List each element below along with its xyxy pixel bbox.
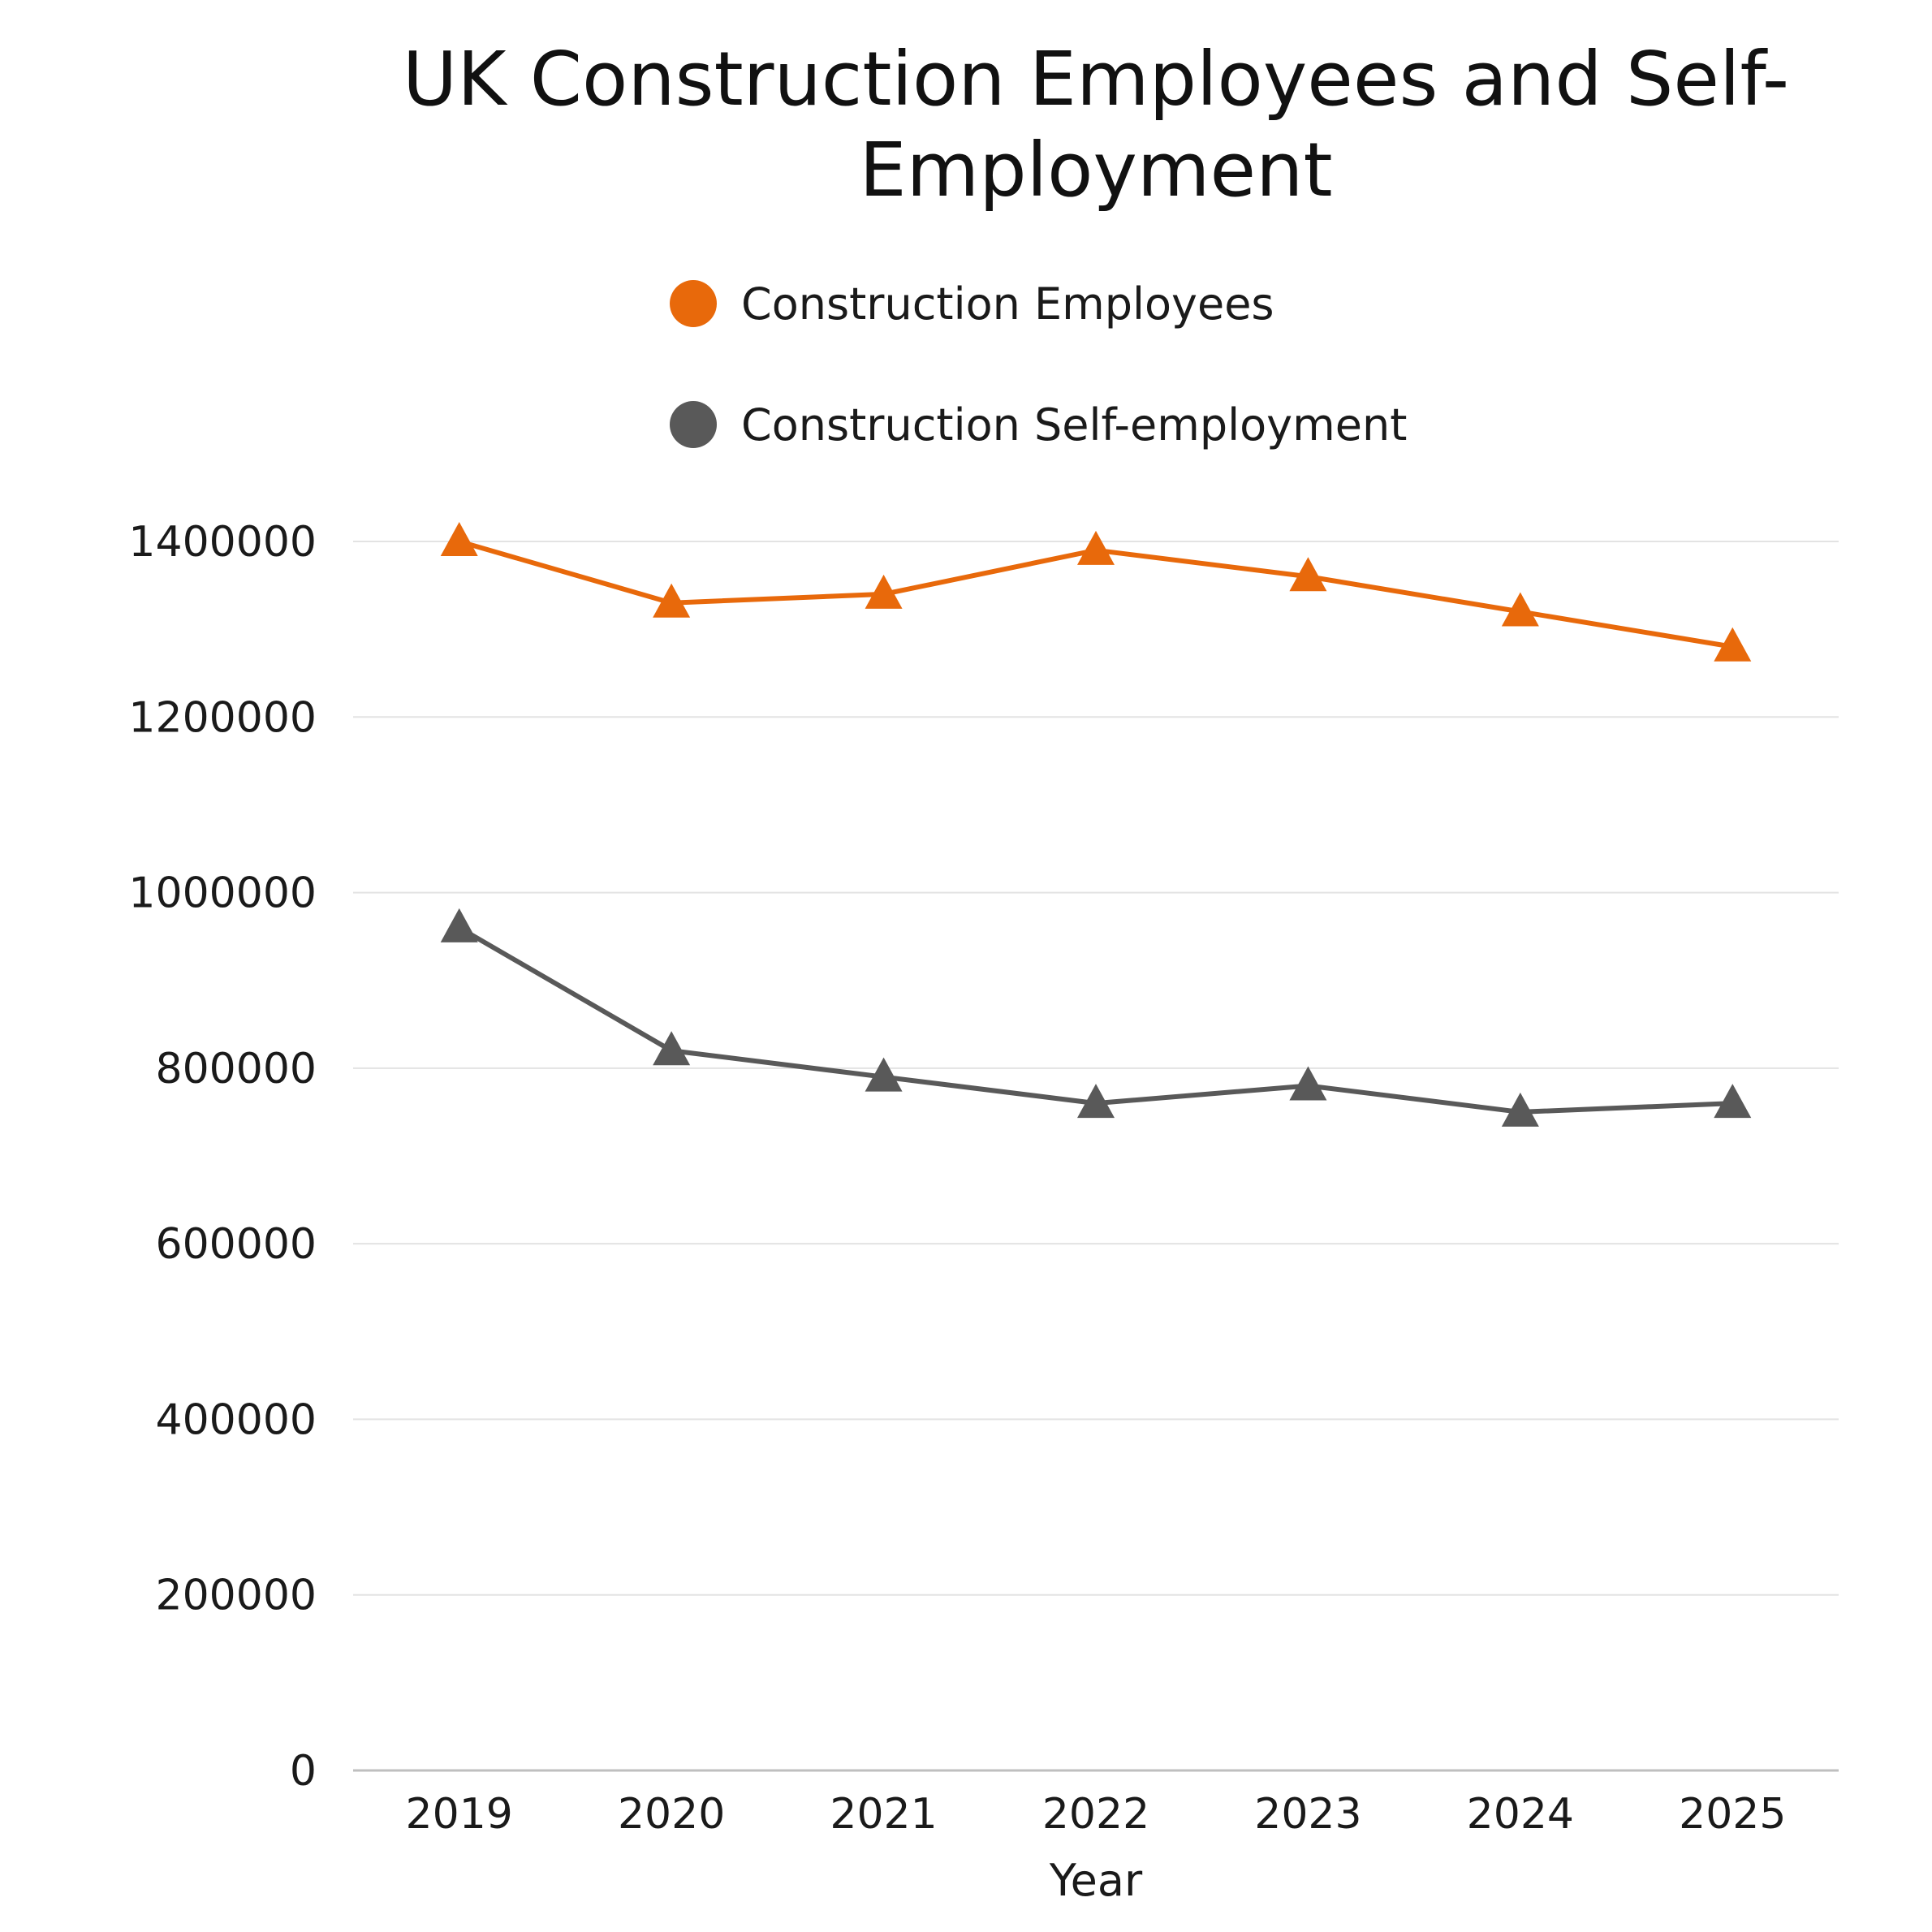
x-axis-tick-labels: 2019 2020 2021 2022 2023 2024 2025 [406,1790,1787,1839]
gridlines [353,541,1839,1772]
data-point-marker[interactable] [1289,1066,1327,1101]
y-tick-label: 600000 [155,1220,317,1269]
y-tick-label: 1000000 [128,869,317,918]
series-employees [440,522,1752,662]
y-tick-label: 1400000 [128,518,317,567]
data-point-marker[interactable] [1289,557,1327,592]
x-tick-label: 2020 [618,1790,725,1839]
data-point-marker[interactable] [1714,1084,1752,1119]
x-tick-label: 2021 [830,1790,937,1839]
data-point-marker[interactable] [1714,627,1752,662]
legend-marker-self-employment [670,401,717,448]
y-axis-tick-labels: 0 200000 400000 600000 800000 1000000 1200000 1… [128,518,317,1796]
y-tick-label: 1200000 [128,693,317,742]
y-tick-label: 200000 [155,1572,317,1620]
series-self-employment [440,908,1752,1127]
legend-label-self-employment: Construction Self-employment [741,399,1408,451]
x-tick-label: 2024 [1467,1790,1574,1839]
x-tick-label: 2023 [1254,1790,1361,1839]
chart-title: UK Construction Employees and Self-Emplo… [402,36,1790,213]
x-tick-label: 2022 [1042,1790,1149,1839]
data-point-marker[interactable] [1077,1084,1115,1119]
data-point-marker[interactable] [440,522,478,556]
x-axis-title: Year [1049,1855,1143,1906]
y-tick-label: 0 [290,1747,317,1796]
legend-item-self-employment[interactable]: Construction Self-employment [670,396,1407,453]
x-tick-label: 2019 [406,1790,513,1839]
series-layer [440,522,1752,1127]
x-tick-label: 2025 [1679,1790,1786,1839]
data-point-marker[interactable] [865,1057,903,1092]
data-point-marker[interactable] [865,574,903,609]
legend-item-employees[interactable]: Construction Employees [670,275,1274,332]
data-point-marker[interactable] [653,1031,691,1066]
legend-label-employees: Construction Employees [741,278,1274,330]
data-point-marker[interactable] [1501,1092,1539,1127]
y-tick-label: 800000 [155,1045,317,1093]
data-point-marker[interactable] [1077,530,1115,565]
data-point-marker[interactable] [440,908,478,942]
y-tick-label: 400000 [155,1395,317,1444]
legend-marker-employees [670,280,717,327]
data-point-marker[interactable] [1501,592,1539,627]
data-point-marker[interactable] [653,583,691,618]
